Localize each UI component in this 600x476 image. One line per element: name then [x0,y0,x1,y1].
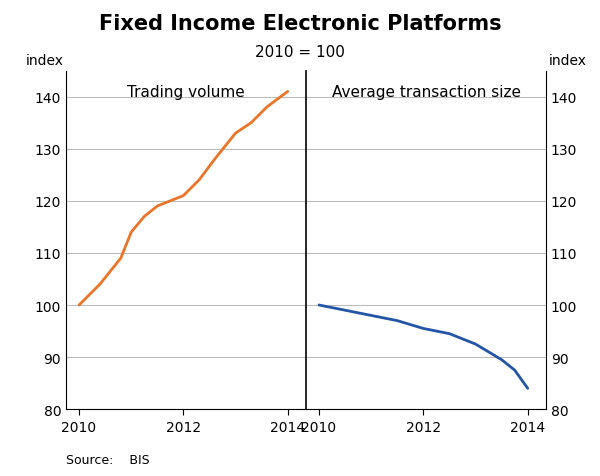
Text: Fixed Income Electronic Platforms: Fixed Income Electronic Platforms [98,14,502,34]
Text: 2010 = 100: 2010 = 100 [255,45,345,60]
Text: Source:    BIS: Source: BIS [66,454,149,466]
Text: index: index [26,54,64,68]
Text: Average transaction size: Average transaction size [331,85,521,100]
Text: index: index [548,54,586,68]
Text: Trading volume: Trading volume [127,85,245,100]
